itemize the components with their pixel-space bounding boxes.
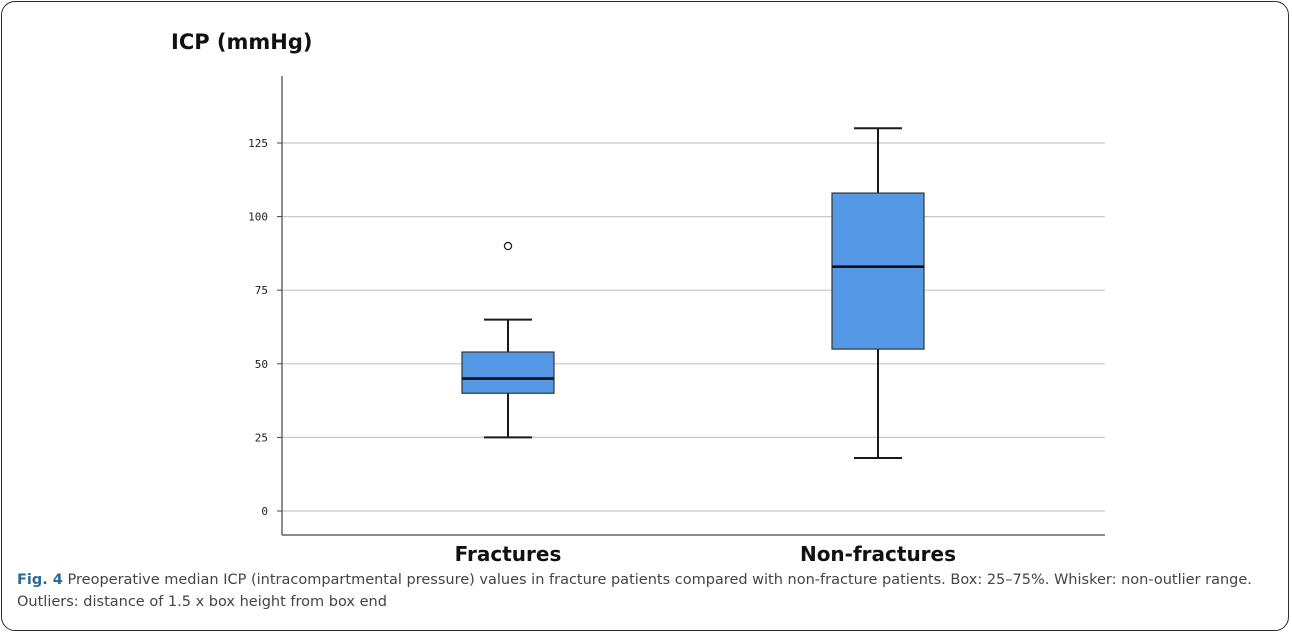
y-tick-label-0: 0	[261, 505, 268, 518]
y-tick-label-25: 25	[255, 431, 268, 444]
y-tick-label-50: 50	[255, 358, 268, 371]
axes	[277, 76, 1105, 536]
iqr-box-fractures	[461, 351, 555, 394]
figure-label: Fig. 4	[17, 572, 63, 588]
boxes	[461, 127, 925, 460]
y-tick-label-125: 125	[248, 137, 268, 150]
figure-caption-text: Preoperative median ICP (intracompartmen…	[17, 572, 1252, 610]
box-fractures	[461, 241, 555, 439]
y-axis-title: ICP (mmHg)	[171, 30, 313, 54]
figure-caption: Fig. 4 Preoperative median ICP (intracom…	[17, 569, 1279, 613]
y-tick-label-75: 75	[255, 284, 268, 297]
iqr-box-non-fractures	[831, 192, 925, 350]
y-tick-labels: 0 25 50 75 100 125	[248, 137, 268, 518]
y-tick-label-100: 100	[248, 211, 268, 224]
category-label-non-fractures: Non-fractures	[800, 542, 956, 565]
gridlines	[282, 142, 1105, 512]
outlier-fractures-0	[503, 241, 513, 251]
category-labels: Fractures Non-fractures	[455, 542, 956, 565]
category-label-fractures: Fractures	[455, 542, 562, 565]
box-plot: ICP (mmHg) 0 25 50 75 100 125 Fractures Non-fr…	[171, 30, 1105, 565]
box-non-fractures	[831, 127, 925, 460]
